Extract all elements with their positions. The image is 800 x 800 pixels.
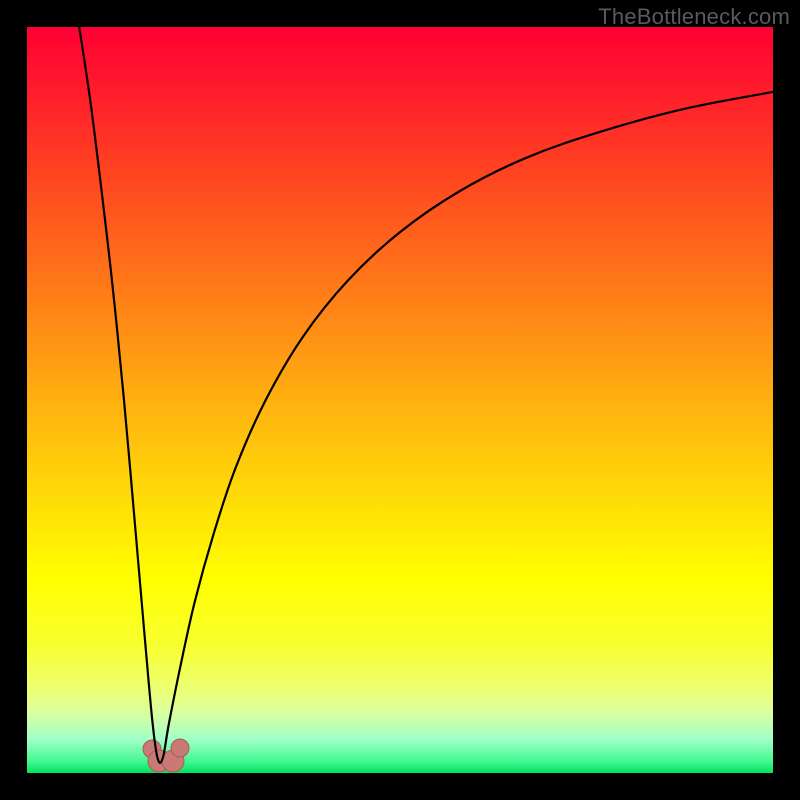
chart-svg [0,0,800,800]
watermark-text: TheBottleneck.com [598,4,790,30]
bottleneck-chart: TheBottleneck.com [0,0,800,800]
